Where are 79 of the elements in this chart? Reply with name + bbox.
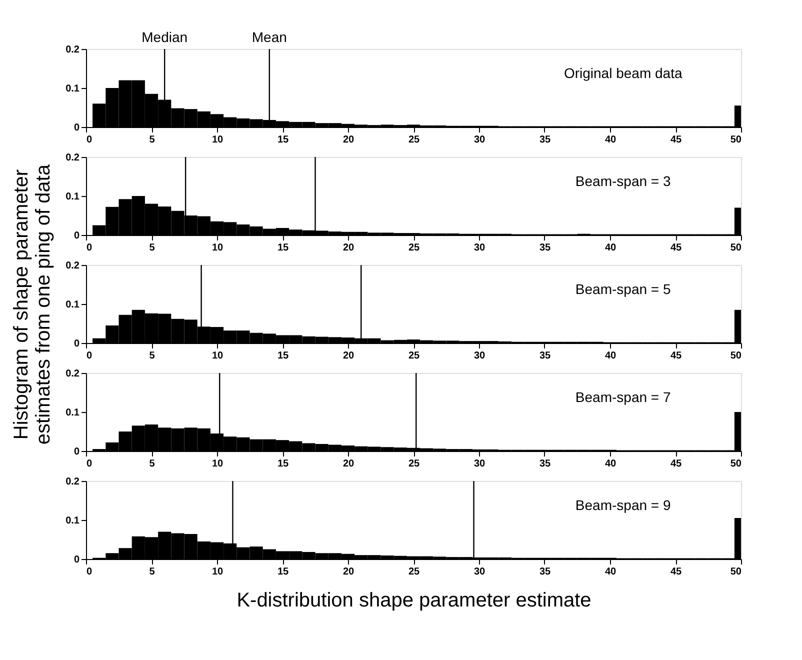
x-tick-label: 15 xyxy=(277,242,289,254)
x-tick-label: 40 xyxy=(604,350,616,362)
x-tick-label: 5 xyxy=(149,350,156,362)
x-tick-label: 30 xyxy=(474,242,486,254)
x-tick-label: 5 xyxy=(149,566,156,578)
x-tick-label: 45 xyxy=(670,350,682,362)
y-tick-label: 0.2 xyxy=(66,152,80,164)
x-tick-label: 20 xyxy=(342,242,354,254)
x-tick-label: 50 xyxy=(730,458,742,470)
x-tick-label: 10 xyxy=(212,350,224,362)
x-tick-label: 0 xyxy=(86,134,92,146)
x-tick-label: 40 xyxy=(604,134,616,146)
x-axis-title: K-distribution shape parameter estimate xyxy=(236,590,592,612)
annotation: Beam-span = 5 xyxy=(575,280,671,297)
y-tick-label: 0.2 xyxy=(66,260,80,272)
x-tick-label: 5 xyxy=(149,458,156,470)
x-tick-label: 0 xyxy=(86,350,92,362)
x-tick-label: 35 xyxy=(539,134,551,146)
x-tick-label: 35 xyxy=(539,350,551,362)
y-tick-label: 0.2 xyxy=(66,368,80,380)
x-tick-label: 10 xyxy=(212,566,224,578)
x-tick-label: 45 xyxy=(670,134,682,146)
x-tick-label: 15 xyxy=(277,134,289,146)
x-tick-label: 35 xyxy=(539,566,551,578)
x-tick-label: 20 xyxy=(342,134,354,146)
x-tick-label: 5 xyxy=(149,134,156,146)
y-tick-label: 0.1 xyxy=(66,516,80,526)
x-tick-label: 30 xyxy=(474,458,486,470)
y-tick-label: 0.2 xyxy=(66,44,80,56)
x-tick-label: 40 xyxy=(604,566,616,578)
x-tick-label: 15 xyxy=(277,458,289,470)
x-tick-label: 40 xyxy=(604,458,616,470)
x-tick-label: 25 xyxy=(408,350,420,362)
x-tick-label: 45 xyxy=(670,566,682,578)
x-tick-label: 25 xyxy=(408,242,420,254)
annotation: Beam-span = 7 xyxy=(575,388,671,405)
x-tick-label: 15 xyxy=(277,350,289,362)
x-tick-label: 0 xyxy=(86,566,92,578)
x-tick-label: 30 xyxy=(474,350,486,362)
x-tick-label: 50 xyxy=(730,350,742,362)
x-tick-label: 5 xyxy=(149,242,156,254)
x-tick-label: 0 xyxy=(86,242,92,254)
x-tick-label: 50 xyxy=(730,134,742,146)
x-tick-label: 10 xyxy=(212,458,224,470)
x-tick-label: 35 xyxy=(539,242,551,254)
x-tick-label: 20 xyxy=(342,458,354,470)
x-tick-label: 25 xyxy=(408,458,420,470)
x-tick-label: 0 xyxy=(86,458,92,470)
x-tick-label: 50 xyxy=(730,566,742,578)
y-tick-label: 0.1 xyxy=(66,300,80,310)
y-tick-label: 0 xyxy=(74,122,80,134)
x-tick-label: 10 xyxy=(212,242,224,254)
x-tick-label: 15 xyxy=(277,566,289,578)
x-tick-label: 25 xyxy=(408,134,420,146)
x-tick-label: 40 xyxy=(604,242,616,254)
annotation: Beam-span = 9 xyxy=(575,496,671,513)
x-tick-label: 50 xyxy=(730,242,742,254)
x-tick-label: 45 xyxy=(670,458,682,470)
y-tick-label: 0.1 xyxy=(66,84,80,94)
y-tick-label: 0 xyxy=(74,230,80,242)
y-tick-label: 0 xyxy=(74,446,80,458)
y-tick-label: 0.1 xyxy=(66,192,80,202)
ref-line-label: Mean xyxy=(252,29,287,45)
x-tick-label: 45 xyxy=(670,242,682,254)
x-tick-label: 25 xyxy=(408,566,420,578)
x-tick-label: 30 xyxy=(474,134,486,146)
y-tick-label: 0 xyxy=(74,554,80,566)
x-tick-label: 20 xyxy=(342,350,354,362)
y-tick-label: 0.2 xyxy=(66,476,80,488)
x-tick-label: 30 xyxy=(474,566,486,578)
annotation: Original beam data xyxy=(564,64,682,81)
y-tick-label: 0 xyxy=(74,338,80,350)
annotation: Beam-span = 3 xyxy=(575,172,671,189)
y-axis-title: Histogram of shape parameter estimates from one ping of data xyxy=(10,164,55,445)
x-tick-label: 20 xyxy=(342,566,354,578)
x-tick-label: 10 xyxy=(212,134,224,146)
y-tick-label: 0.1 xyxy=(66,408,80,418)
ref-line-label: Median xyxy=(142,29,188,45)
x-tick-label: 35 xyxy=(539,458,551,470)
